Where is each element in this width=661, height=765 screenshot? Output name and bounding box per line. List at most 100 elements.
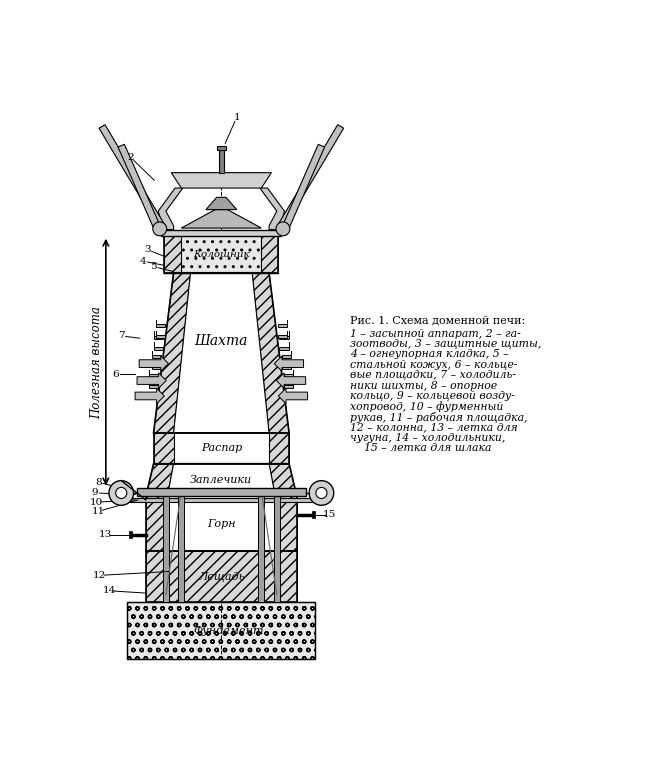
Polygon shape: [146, 496, 167, 552]
Polygon shape: [206, 197, 237, 210]
Bar: [152, 366, 161, 369]
Bar: [219, 149, 223, 173]
Polygon shape: [181, 236, 261, 273]
Polygon shape: [135, 389, 165, 404]
Polygon shape: [174, 273, 269, 433]
Bar: [280, 336, 288, 339]
Text: 4 – огнеупорная кладка, 5 –: 4 – огнеупорная кладка, 5 –: [350, 350, 508, 360]
Polygon shape: [181, 210, 261, 228]
Text: ники шихты, 8 – опорное: ники шихты, 8 – опорное: [350, 381, 497, 391]
Bar: [178, 488, 184, 602]
Bar: [278, 335, 287, 338]
Polygon shape: [158, 188, 183, 230]
Bar: [154, 347, 163, 350]
Text: Горн: Горн: [207, 519, 236, 529]
Polygon shape: [269, 433, 289, 464]
Text: 3: 3: [144, 245, 151, 254]
Polygon shape: [269, 464, 297, 496]
Text: чугуна, 14 – холодильники,: чугуна, 14 – холодильники,: [350, 432, 505, 443]
Bar: [128, 602, 315, 659]
Text: зоотводы, 3 – защитные щиты,: зоотводы, 3 – защитные щиты,: [350, 339, 541, 349]
Text: 6: 6: [112, 370, 118, 379]
Bar: [149, 374, 159, 377]
Circle shape: [153, 222, 167, 236]
Bar: [217, 145, 226, 149]
Bar: [282, 366, 291, 369]
Text: рукав, 11 – рабочая площадка,: рукав, 11 – рабочая площадка,: [350, 412, 527, 423]
Text: 1: 1: [233, 112, 240, 122]
Polygon shape: [274, 356, 303, 371]
Polygon shape: [146, 464, 174, 496]
Circle shape: [309, 480, 334, 506]
Polygon shape: [167, 496, 275, 552]
Polygon shape: [167, 464, 275, 496]
Text: 9: 9: [92, 489, 98, 497]
Polygon shape: [280, 145, 325, 235]
Text: стальной кожух, 6 – кольце-: стальной кожух, 6 – кольце-: [350, 360, 518, 370]
Bar: [149, 385, 159, 389]
Bar: [284, 374, 293, 377]
Bar: [137, 488, 306, 496]
Bar: [282, 355, 291, 358]
Polygon shape: [153, 433, 174, 464]
Polygon shape: [174, 433, 269, 464]
Polygon shape: [261, 236, 278, 273]
Circle shape: [316, 487, 327, 499]
Polygon shape: [153, 273, 190, 433]
Text: Фундамент: Фундамент: [194, 626, 264, 636]
Polygon shape: [137, 373, 167, 389]
Polygon shape: [252, 273, 289, 433]
Polygon shape: [278, 125, 344, 227]
Text: Лещадь: Лещадь: [198, 571, 245, 582]
Text: Заплечики: Заплечики: [190, 475, 253, 485]
Circle shape: [109, 480, 134, 506]
Text: 12 – колонна, 13 – летка для: 12 – колонна, 13 – летка для: [350, 422, 518, 432]
Text: вые площадки, 7 – холодиль-: вые площадки, 7 – холодиль-: [350, 370, 516, 380]
Polygon shape: [146, 552, 297, 602]
Polygon shape: [165, 236, 181, 273]
Polygon shape: [278, 389, 307, 404]
Bar: [258, 488, 264, 602]
Circle shape: [116, 487, 127, 499]
Bar: [152, 355, 161, 358]
Text: 5: 5: [150, 262, 157, 271]
Text: Распар: Распар: [201, 443, 242, 454]
Text: 10: 10: [90, 498, 103, 506]
Text: 15: 15: [323, 510, 336, 519]
Text: Полезная высота: Полезная высота: [90, 306, 103, 418]
Bar: [278, 324, 287, 327]
Text: 13: 13: [99, 530, 112, 539]
Text: 7: 7: [118, 331, 124, 340]
Bar: [274, 488, 280, 602]
Circle shape: [276, 222, 290, 236]
Bar: [154, 336, 163, 339]
Polygon shape: [171, 173, 272, 188]
Text: 12: 12: [93, 571, 106, 580]
Bar: [155, 324, 165, 327]
Bar: [161, 230, 282, 236]
Bar: [155, 335, 165, 338]
Text: 1 – засыпной аппарат, 2 – га-: 1 – засыпной аппарат, 2 – га-: [350, 329, 521, 339]
Text: Рис. 1. Схема доменной печи:: Рис. 1. Схема доменной печи:: [350, 315, 525, 325]
Bar: [280, 347, 288, 350]
Polygon shape: [118, 145, 163, 235]
Bar: [129, 532, 132, 538]
Polygon shape: [276, 373, 305, 389]
Text: Колошник: Колошник: [193, 249, 250, 259]
Text: 2: 2: [127, 153, 134, 161]
Polygon shape: [260, 188, 284, 230]
Bar: [312, 512, 315, 518]
Bar: [129, 497, 314, 502]
Text: 14: 14: [102, 586, 116, 595]
Text: хопровод, 10 – фурменный: хопровод, 10 – фурменный: [350, 402, 503, 412]
Text: 8: 8: [95, 477, 101, 487]
Bar: [163, 488, 169, 602]
Polygon shape: [139, 356, 169, 371]
Polygon shape: [99, 125, 164, 227]
Bar: [284, 385, 293, 389]
Text: кольцо, 9 – кольцевой возду-: кольцо, 9 – кольцевой возду-: [350, 391, 515, 401]
Bar: [128, 602, 315, 659]
Text: 11: 11: [91, 507, 104, 516]
Text: 4: 4: [139, 257, 146, 265]
Text: Шахта: Шахта: [194, 334, 248, 348]
